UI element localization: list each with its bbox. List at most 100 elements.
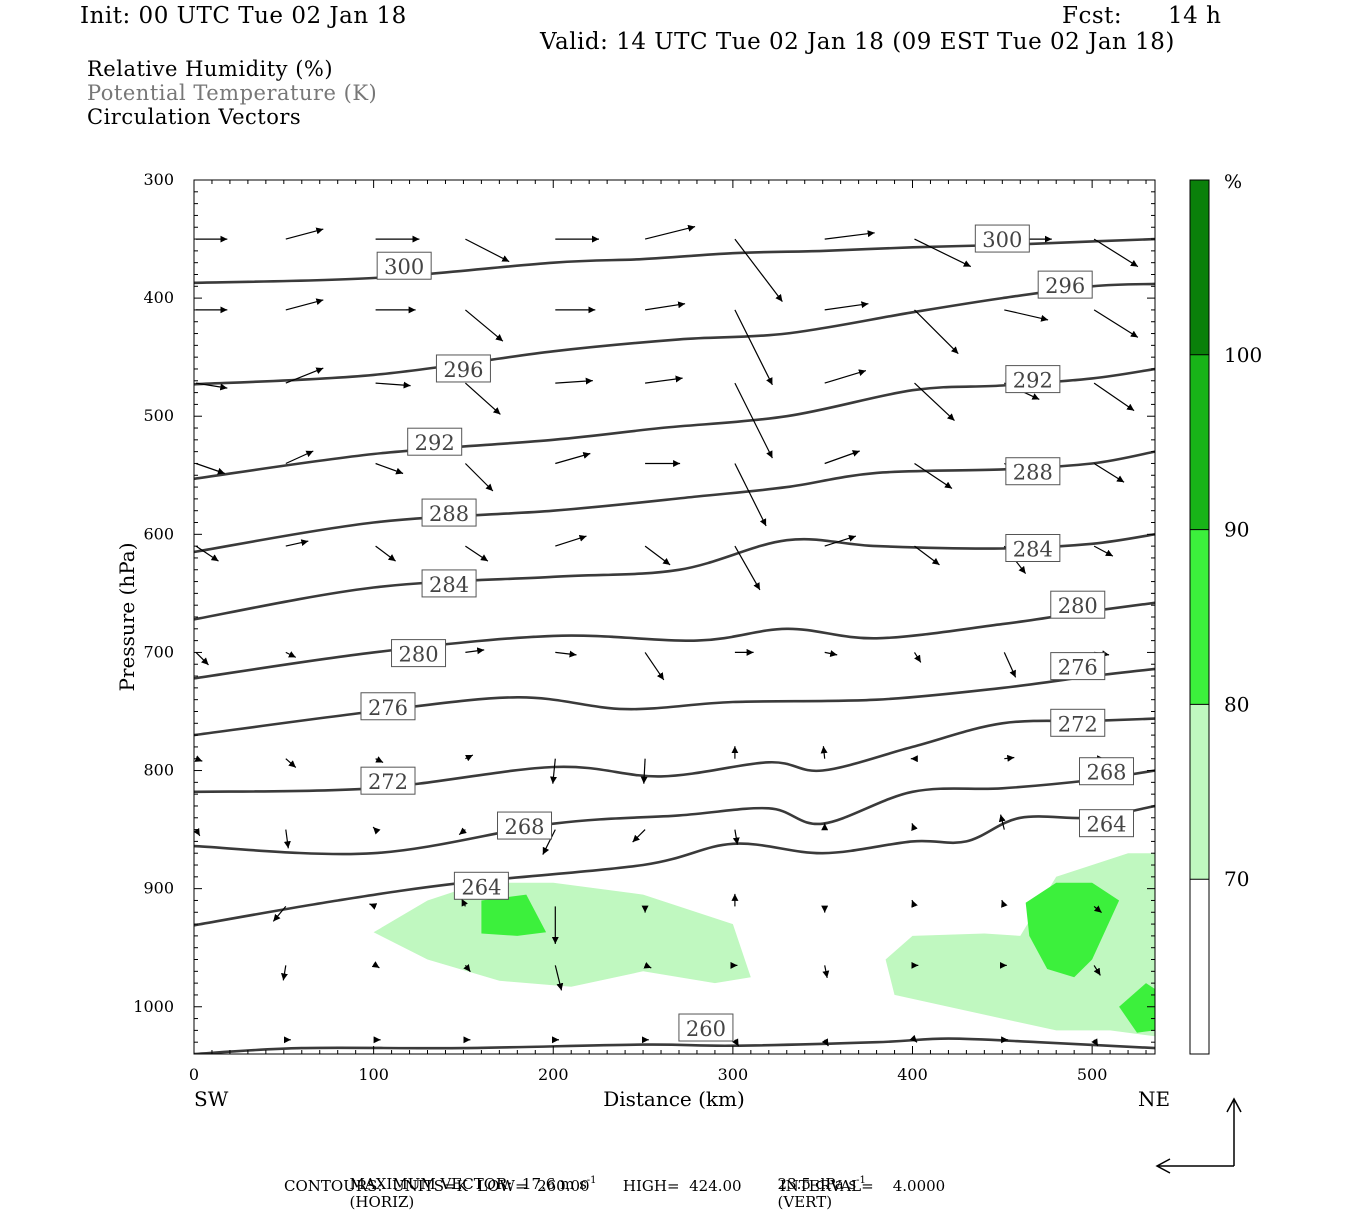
- colorbar-segment: [1190, 180, 1209, 355]
- circulation-vector: [732, 1038, 740, 1047]
- circulation-vector: [465, 647, 485, 655]
- y-tick-label: 800: [143, 761, 174, 780]
- contour-label-box: [1037, 270, 1093, 299]
- forecast-label: Fcst:: [1062, 3, 1123, 29]
- circulation-vector: [285, 651, 297, 658]
- footer-contours: CONTOURS: UNITS=K LOW= 260.00 HIGH= 424.…: [284, 1177, 946, 1195]
- circulation-vector: [914, 309, 959, 355]
- circulation-vector: [372, 826, 381, 835]
- circulation-vector: [911, 823, 918, 832]
- contour-label-264: 264: [453, 871, 509, 900]
- contour-label-text: 272: [368, 770, 408, 794]
- y-tick-label: 300: [143, 170, 174, 189]
- contour-label-264: 264: [1079, 809, 1135, 838]
- contour-label-292: 292: [1005, 365, 1061, 394]
- contour-label-box: [435, 354, 491, 383]
- contour-labels: 300 300 296 296 292 292 288 288 284 284 280 280 276 2…: [360, 224, 1135, 1042]
- circulation-vector: [822, 965, 830, 979]
- x-tick-label: 0: [189, 1065, 199, 1084]
- circulation-vector: [1001, 899, 1008, 908]
- circulation-vector: [913, 652, 922, 663]
- contour-label-text: 280: [1058, 594, 1098, 618]
- rh-region-80-90: [481, 894, 547, 936]
- circulation-vector: [644, 224, 696, 240]
- contour-label-text: 276: [368, 696, 408, 720]
- circulation-vector: [914, 238, 972, 268]
- colorbar-segment: [1190, 879, 1209, 1054]
- circulation-vector: [195, 651, 209, 666]
- contour-label-text: 288: [1013, 461, 1053, 485]
- contour-label-box: [421, 569, 477, 598]
- contour-label-text: 264: [461, 875, 501, 899]
- circulation-vector: [998, 814, 1006, 830]
- contour-label-box: [678, 1013, 734, 1042]
- vert-unit-exponent: -1: [856, 1175, 866, 1186]
- x-tick-label: 400: [897, 1065, 928, 1084]
- circulation-vector: [195, 382, 228, 391]
- legend-circulation-vectors: Circulation Vectors: [87, 105, 302, 129]
- y-axis-title: Pressure (hPa): [115, 543, 139, 692]
- contour-label-288: 288: [1005, 457, 1061, 486]
- circulation-vector: [458, 827, 467, 836]
- legend-potential-temperature: Potential Temperature (K): [87, 81, 378, 105]
- circulation-vector: [272, 906, 287, 922]
- valid-time: Valid: 14 UTC Tue 02 Jan 18 (09 EST Tue …: [540, 29, 1175, 55]
- circulation-vector: [1091, 1038, 1099, 1047]
- circulation-vector: [1093, 545, 1114, 557]
- contour-label-272: 272: [360, 766, 416, 795]
- reference-vector-icon: [1155, 1097, 1242, 1174]
- colorbar-label: 100: [1224, 343, 1262, 367]
- circulation-vector: [461, 898, 468, 907]
- contour-label-text: 288: [429, 502, 469, 526]
- circulation-vector: [555, 377, 593, 385]
- contour-label-text: 296: [443, 358, 483, 382]
- circulation-vector: [824, 650, 838, 657]
- horiz-tag: (HORIZ): [349, 1193, 415, 1211]
- circulation-vector: [1093, 965, 1101, 976]
- rh-shading: [373, 853, 1155, 1037]
- circulation-vector: [375, 462, 404, 475]
- axes: 0 100 200 300 400 500 300 400 500 600 700 800 900 100…: [133, 170, 1155, 1084]
- contour-label-box: [1050, 590, 1106, 619]
- contour-label-text: 284: [1013, 537, 1053, 561]
- contour-label-268: 268: [1079, 757, 1135, 786]
- circulation-vector: [824, 534, 857, 547]
- contour-label-text: 284: [429, 573, 469, 597]
- circulation-vector: [550, 758, 557, 784]
- y-tick-label: 500: [143, 406, 174, 425]
- y-tick-label: 400: [143, 288, 174, 307]
- forecast-hour: 14 h: [1168, 3, 1222, 29]
- x-axis-title: Distance (km): [603, 1087, 745, 1111]
- contour-label-300: 300: [974, 224, 1030, 253]
- circulation-vector: [644, 545, 671, 566]
- x-left-endpoint-label: SW: [194, 1087, 229, 1111]
- circulation-vector: [821, 1038, 829, 1047]
- circulation-vector: [555, 534, 587, 547]
- circulation-vector: [643, 962, 652, 969]
- max-vector-vert: 23.5 dPa s: [777, 1175, 857, 1193]
- circulation-vector: [734, 238, 783, 302]
- colorbar-label: 90: [1224, 518, 1249, 542]
- contour-label-box: [1005, 533, 1061, 562]
- circulation-vector: [644, 652, 665, 681]
- contour-label-292: 292: [407, 427, 463, 456]
- contour-label-box: [497, 811, 553, 840]
- circulation-vector: [194, 828, 201, 837]
- circulation-vector: [640, 758, 648, 784]
- circulation-vector: [285, 758, 297, 768]
- circulation-vector: [283, 829, 291, 849]
- circulation-vector: [911, 899, 918, 908]
- contour-label-box: [391, 639, 447, 668]
- contour-label-276: 276: [360, 692, 416, 721]
- theta-contour-280: [194, 601, 1155, 680]
- circulation-vector: [285, 450, 314, 465]
- contour-label-box: [1005, 457, 1061, 486]
- x-tick-label: 300: [718, 1065, 749, 1084]
- contour-label-text: 268: [1086, 761, 1126, 785]
- circulation-vector: [914, 463, 953, 489]
- contour-label-272: 272: [1050, 708, 1106, 737]
- circulation-vector: [375, 545, 396, 562]
- contour-label-box: [1005, 365, 1061, 394]
- contour-label-text: 292: [1013, 369, 1053, 393]
- contour-label-box: [1079, 757, 1135, 786]
